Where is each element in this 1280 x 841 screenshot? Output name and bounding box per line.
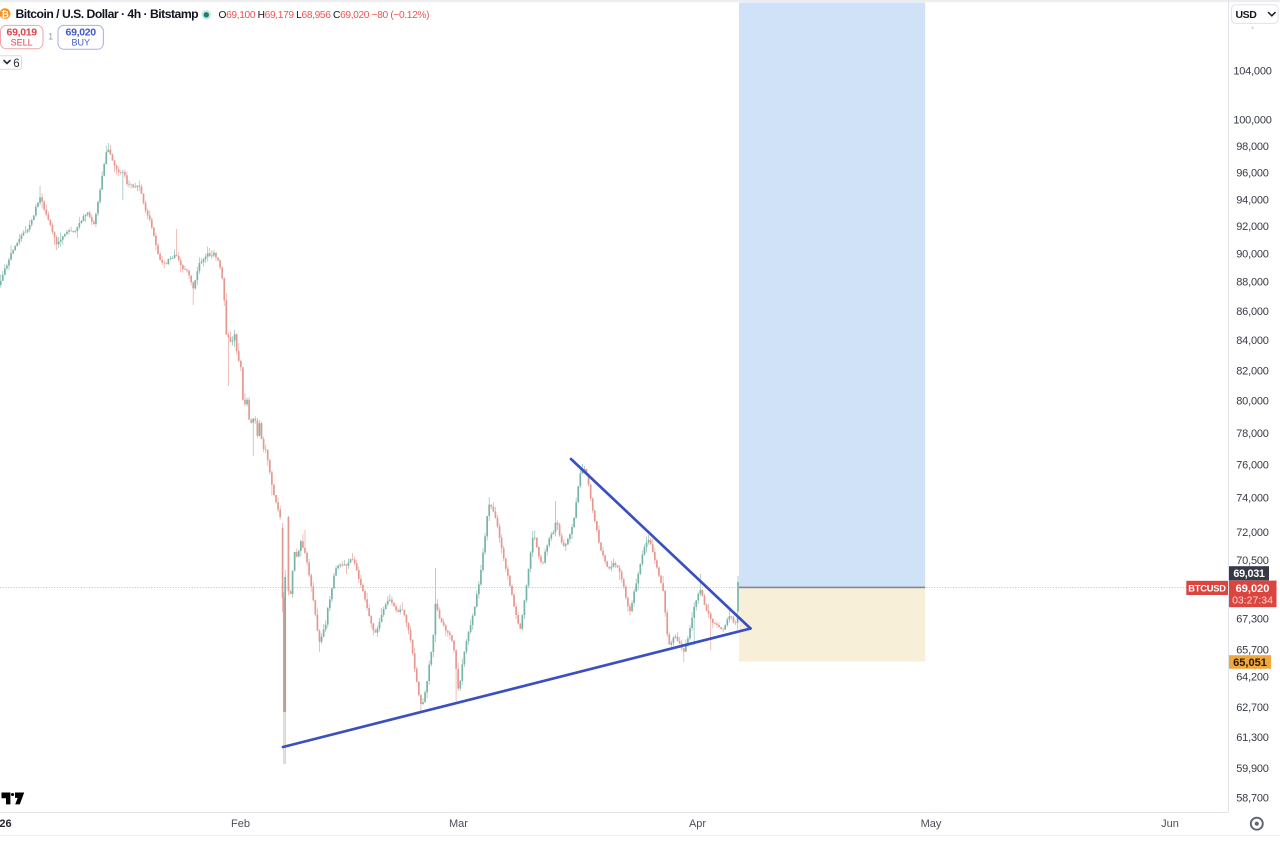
svg-text:104,000: 104,000	[1233, 66, 1271, 78]
svg-text:Feb: Feb	[231, 818, 250, 830]
svg-text:69,020: 69,020	[66, 26, 97, 38]
svg-text:BUY: BUY	[71, 38, 90, 48]
svg-text:₿: ₿	[1, 10, 9, 21]
svg-text:1: 1	[48, 32, 53, 42]
svg-text:100,000: 100,000	[1233, 114, 1271, 126]
svg-text:67,300: 67,300	[1236, 614, 1269, 626]
svg-text:Mar: Mar	[449, 818, 468, 830]
svg-text:61,300: 61,300	[1236, 732, 1269, 744]
svg-text:69,031: 69,031	[1233, 568, 1265, 580]
svg-text:86,000: 86,000	[1236, 306, 1269, 318]
svg-text:69,020: 69,020	[1236, 583, 1270, 595]
svg-text:82,000: 82,000	[1236, 365, 1269, 377]
svg-text:88,000: 88,000	[1236, 277, 1269, 289]
svg-text:78,000: 78,000	[1236, 428, 1269, 440]
svg-text:76,000: 76,000	[1236, 460, 1269, 472]
svg-text:96,000: 96,000	[1236, 168, 1269, 180]
svg-text:58,700: 58,700	[1236, 793, 1269, 805]
svg-text:USD: USD	[1236, 9, 1258, 21]
svg-text:59,900: 59,900	[1236, 763, 1269, 775]
svg-text:80,000: 80,000	[1236, 396, 1269, 408]
svg-text:May: May	[921, 818, 942, 830]
svg-text:6: 6	[13, 58, 19, 70]
svg-text:O69,100 H69,179 L68,956 C69,02: O69,100 H69,179 L68,956 C69,020 −80 (−0.…	[219, 10, 430, 21]
svg-text:84,000: 84,000	[1236, 335, 1269, 347]
svg-text:90,000: 90,000	[1236, 248, 1269, 260]
svg-text:62,700: 62,700	[1236, 702, 1269, 714]
svg-text:26: 26	[0, 818, 12, 830]
svg-text:64,200: 64,200	[1236, 671, 1269, 683]
svg-text:Bitcoin / U.S. Dollar · 4h · B: Bitcoin / U.S. Dollar · 4h · Bitstamp	[16, 7, 199, 21]
svg-text:69,019: 69,019	[7, 26, 38, 38]
svg-text:Apr: Apr	[689, 818, 706, 830]
svg-text:92,000: 92,000	[1236, 221, 1269, 233]
svg-text:SELL: SELL	[11, 38, 33, 48]
svg-text:94,000: 94,000	[1236, 194, 1269, 206]
svg-text:Jun: Jun	[1161, 818, 1179, 830]
svg-text:70,500: 70,500	[1236, 555, 1269, 567]
svg-text:03:27:34: 03:27:34	[1232, 595, 1273, 607]
svg-text:74,000: 74,000	[1236, 493, 1269, 505]
svg-text:65,700: 65,700	[1236, 645, 1269, 657]
svg-text:98,000: 98,000	[1236, 141, 1269, 153]
svg-text:BTCUSD: BTCUSD	[1188, 584, 1226, 594]
svg-text:72,000: 72,000	[1236, 527, 1269, 539]
svg-text:65,051: 65,051	[1233, 657, 1267, 669]
